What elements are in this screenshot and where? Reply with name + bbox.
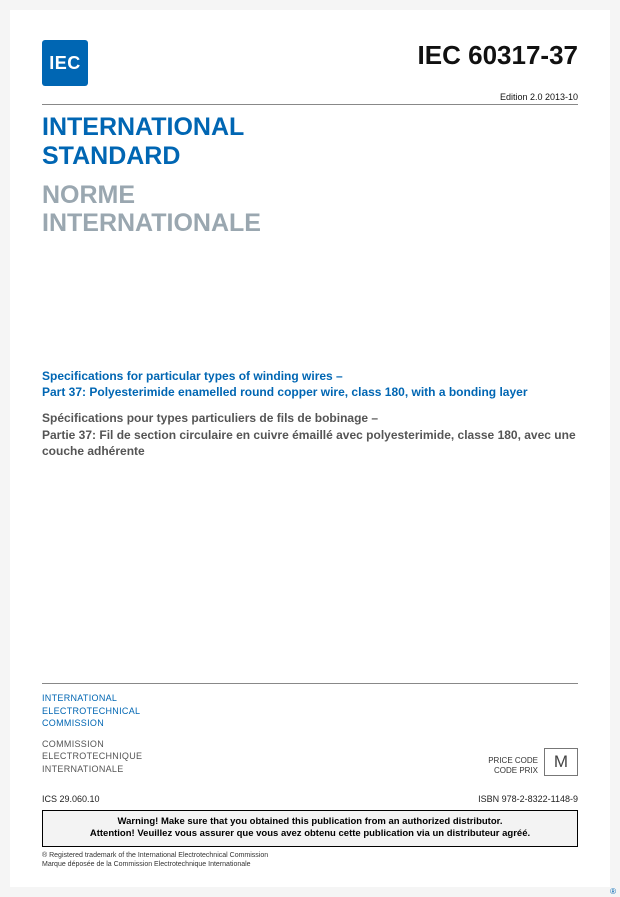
org-fr-line1: COMMISSION bbox=[42, 738, 142, 751]
heading-en-line2: STANDARD bbox=[42, 142, 578, 171]
price-code-box: M bbox=[544, 748, 578, 776]
spec-en-line1: Specifications for particular types of w… bbox=[42, 368, 578, 384]
trademark-en: ® Registered trademark of the Internatio… bbox=[42, 852, 578, 860]
org-fr-line2: ELECTROTECHNIQUE bbox=[42, 750, 142, 763]
iec-logo-text: IEC bbox=[49, 53, 81, 74]
price-labels: PRICE CODE CODE PRIX bbox=[488, 756, 538, 775]
page: IEC ® IEC 60317-37 Edition 2.0 2013-10 I… bbox=[10, 10, 610, 887]
trademark: ® Registered trademark of the Internatio… bbox=[42, 852, 578, 869]
org-en: INTERNATIONAL ELECTROTECHNICAL COMMISSIO… bbox=[42, 692, 578, 730]
heading-fr-line2: INTERNATIONALE bbox=[42, 209, 578, 238]
org-en-line1: INTERNATIONAL bbox=[42, 692, 578, 705]
divider-top bbox=[42, 104, 578, 105]
trademark-fr: Marque déposée de la Commission Electrot… bbox=[42, 861, 578, 869]
codes-row: ICS 29.060.10 ISBN 978-2-8322-1148-9 bbox=[42, 794, 578, 804]
standard-code: IEC 60317-37 bbox=[418, 40, 578, 71]
heading-fr: NORME INTERNATIONALE bbox=[42, 181, 578, 239]
logo-box: IEC ® bbox=[42, 40, 88, 86]
warning-fr: Attention! Veuillez vous assurer que vou… bbox=[51, 828, 569, 841]
heading-fr-line1: NORME bbox=[42, 181, 578, 210]
org-en-line2: ELECTROTECHNICAL bbox=[42, 705, 578, 718]
registered-icon: ® bbox=[610, 887, 616, 896]
heading-en-line1: INTERNATIONAL bbox=[42, 113, 578, 142]
warning-box: Warning! Make sure that you obtained thi… bbox=[42, 810, 578, 848]
price-label-en: PRICE CODE bbox=[488, 756, 538, 766]
heading-en: INTERNATIONAL STANDARD bbox=[42, 113, 578, 171]
spec-fr-line2: Partie 37: Fil de section circulaire en … bbox=[42, 427, 578, 459]
std-code-block: IEC 60317-37 bbox=[418, 40, 578, 71]
bottom-block: INTERNATIONAL ELECTROTECHNICAL COMMISSIO… bbox=[42, 683, 578, 869]
edition-line: Edition 2.0 2013-10 bbox=[42, 92, 578, 102]
spec-fr-line1: Spécifications pour types particuliers d… bbox=[42, 410, 578, 426]
org-en-line3: COMMISSION bbox=[42, 717, 578, 730]
ics-code: ICS 29.060.10 bbox=[42, 794, 100, 804]
price-right: PRICE CODE CODE PRIX M bbox=[488, 748, 578, 776]
divider-bottom bbox=[42, 683, 578, 684]
spec-fr: Spécifications pour types particuliers d… bbox=[42, 410, 578, 459]
spec-en-line2: Part 37: Polyesterimide enamelled round … bbox=[42, 384, 578, 400]
iec-logo: IEC bbox=[42, 40, 88, 86]
warning-en: Warning! Make sure that you obtained thi… bbox=[51, 816, 569, 829]
header-row: IEC ® IEC 60317-37 bbox=[42, 40, 578, 86]
price-label-fr: CODE PRIX bbox=[488, 766, 538, 776]
org-fr-line3: INTERNATIONALE bbox=[42, 763, 142, 776]
org-fr: COMMISSION ELECTROTECHNIQUE INTERNATIONA… bbox=[42, 738, 142, 776]
spec-en: Specifications for particular types of w… bbox=[42, 368, 578, 400]
isbn-code: ISBN 978-2-8322-1148-9 bbox=[478, 794, 578, 804]
price-code: M bbox=[554, 752, 568, 772]
price-row: COMMISSION ELECTROTECHNIQUE INTERNATIONA… bbox=[42, 732, 578, 776]
